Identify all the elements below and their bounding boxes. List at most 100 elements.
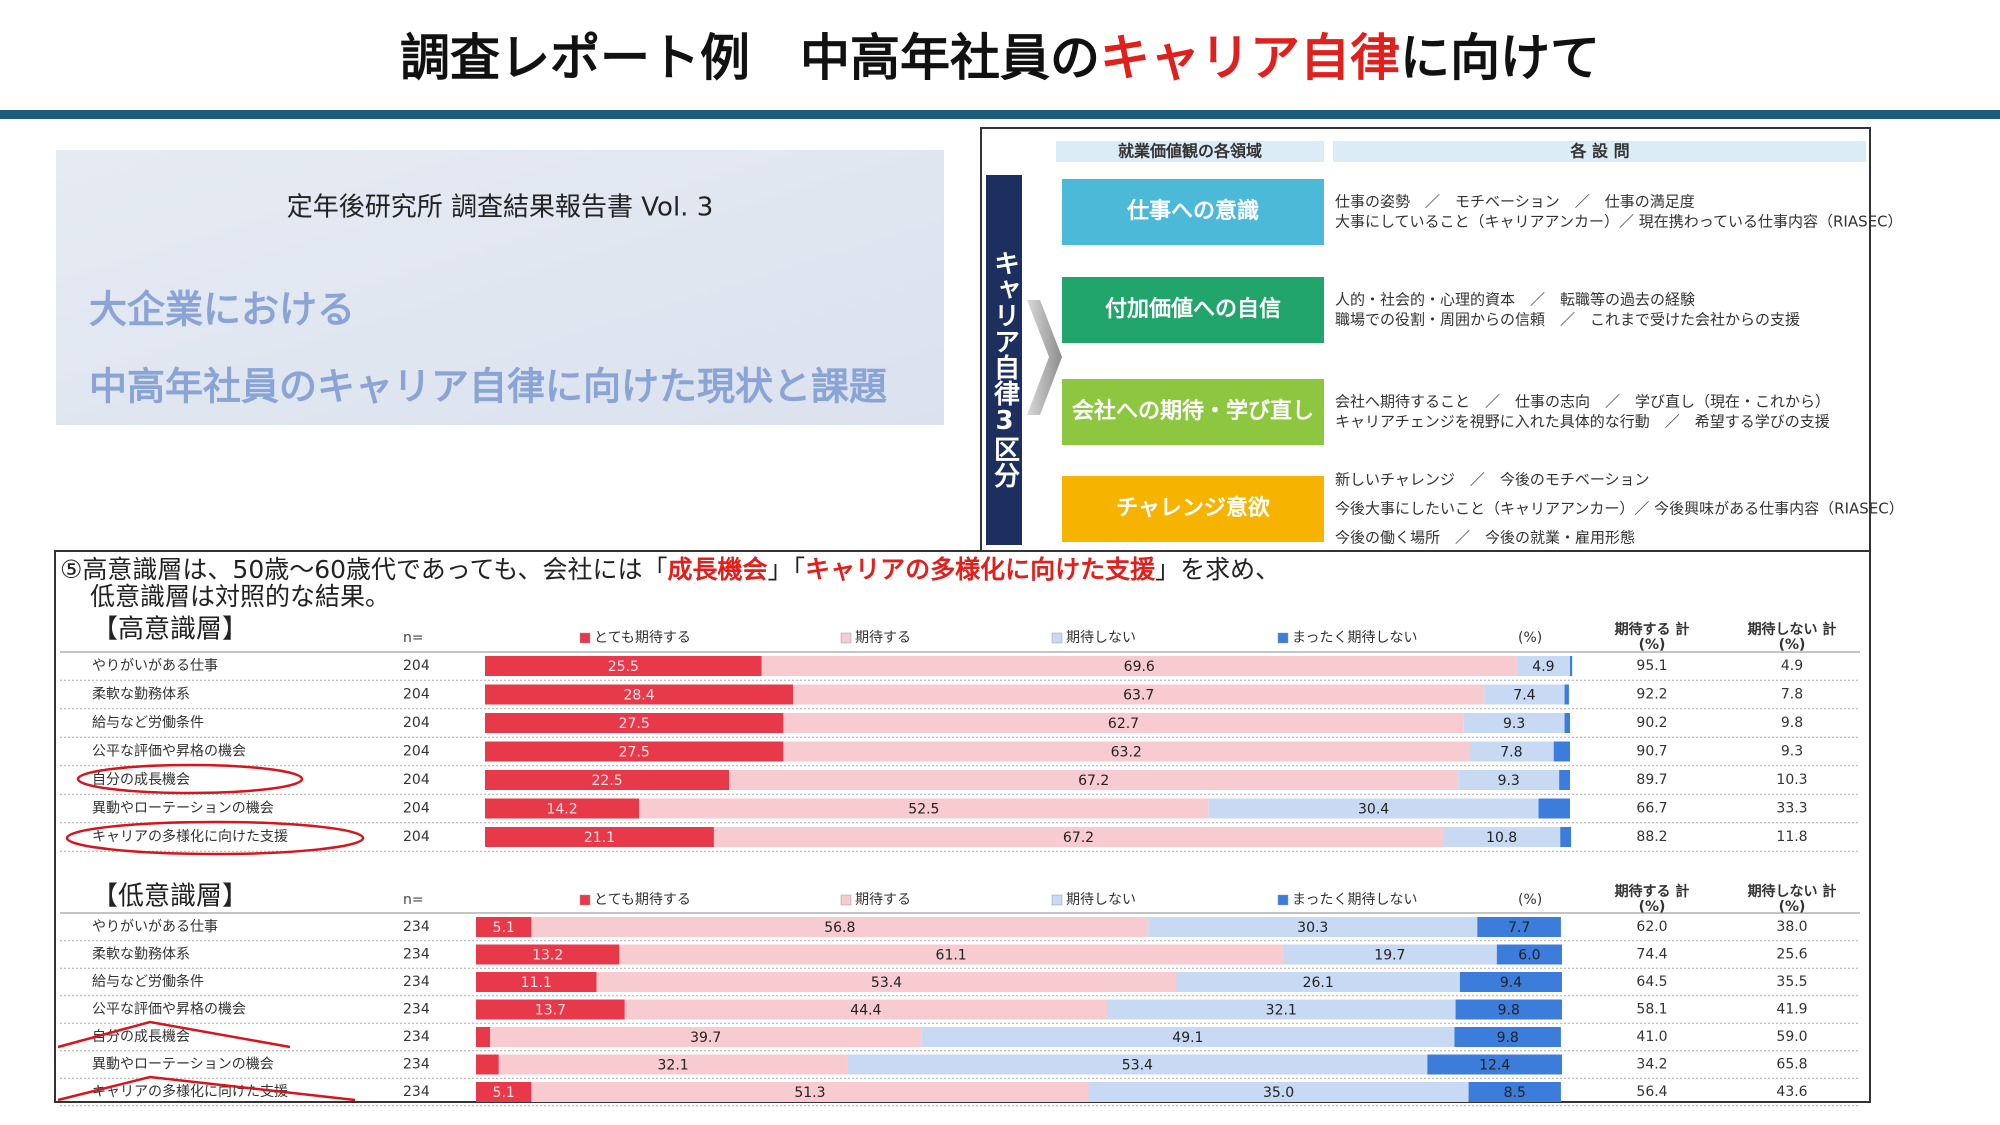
bar-segment <box>498 1054 848 1075</box>
row-total: 66.7 <box>1636 801 1667 817</box>
bar-segment <box>476 1082 532 1102</box>
value-label: 21.1 <box>584 830 615 846</box>
row-total: 35.5 <box>1776 974 1807 990</box>
total-header: 期待しない 計 <box>1748 883 1837 900</box>
value-label: 14.2 <box>546 802 577 818</box>
bar-segment <box>1553 741 1570 762</box>
value-label: 25.5 <box>608 659 639 675</box>
total-header: 期待する 計 <box>1615 883 1690 900</box>
bar-segment <box>490 1027 922 1047</box>
bar-segment <box>1454 1027 1561 1047</box>
legend-label: 期待しない <box>1066 892 1136 908</box>
row-total: 10.3 <box>1776 772 1807 788</box>
bar-segment <box>1477 917 1561 937</box>
row-total: 65.8 <box>1776 1057 1807 1073</box>
row-total: 92.2 <box>1636 687 1667 703</box>
value-label: 67.2 <box>1063 830 1094 846</box>
column-header: 就業価値観の各領域 <box>1118 142 1262 161</box>
bar-segment <box>1088 1082 1469 1102</box>
value-label: 35.0 <box>1263 1085 1294 1101</box>
bar-segment <box>485 770 730 790</box>
finding-text: 」を求め、 <box>1155 555 1280 584</box>
domain-box <box>1062 476 1324 542</box>
row-n: 234 <box>403 974 430 990</box>
row-n: 234 <box>403 1084 430 1100</box>
bar-segment <box>485 798 640 819</box>
value-label: 62.7 <box>1108 716 1139 732</box>
value-label: 51.3 <box>794 1085 825 1101</box>
value-label: 61.1 <box>936 948 967 964</box>
bar-segment <box>1427 1054 1562 1075</box>
domain-question: 大事にしていること（キャリアアンカー）／ 現在携わっている仕事内容（RIASEC… <box>1335 213 1903 231</box>
row-label: 自分の成長機会 <box>92 772 190 788</box>
bar-segment <box>761 656 1517 676</box>
value-label: 22.5 <box>591 773 622 789</box>
bar-segment <box>1570 656 1573 676</box>
bar-segment <box>783 713 1464 733</box>
column-header-bg <box>1056 141 1324 162</box>
domain-question: キャリアチェンジを視野に入れた具体的な行動 ／ 希望する学びの支援 <box>1335 413 1830 431</box>
total-header: (%) <box>1639 637 1666 653</box>
domain-question: 新しいチャレンジ ／ 今後のモチベーション <box>1335 471 1650 489</box>
bar-segment <box>476 1027 491 1047</box>
charts: 【高意識層】 n= とても期待する 期待する 期待しない まったく期待しない (%) 期待する… <box>60 615 1860 1107</box>
legend-label: 期待する <box>855 630 911 646</box>
value-label: 13.2 <box>532 948 563 964</box>
total-header: 期待する 計 <box>1615 621 1690 638</box>
value-label: 52.5 <box>908 802 939 818</box>
framework-side-bar <box>986 175 1022 545</box>
row-total: 90.2 <box>1636 715 1667 731</box>
row-total: 43.6 <box>1776 1084 1807 1100</box>
domain-box <box>1062 277 1324 343</box>
value-label: 56.8 <box>824 920 855 936</box>
domain-question: 仕事の姿勢 ／ モチベーション ／ 仕事の満足度 <box>1335 193 1695 211</box>
value-label: 13.7 <box>535 1003 566 1019</box>
bar-segment <box>1564 713 1570 733</box>
legend-label: とても期待する <box>594 630 691 646</box>
bar-segment <box>476 972 597 992</box>
row-total: 56.4 <box>1636 1084 1667 1100</box>
finding-highlight: キャリアの多様化に向けた支援 <box>805 555 1156 584</box>
legend-swatch <box>579 894 591 906</box>
bar-segment <box>1496 944 1562 965</box>
legend-label: 期待する <box>855 892 911 908</box>
row-n: 234 <box>403 1057 430 1073</box>
row-label: やりがいがある仕事 <box>92 658 218 674</box>
bar-segment <box>1148 917 1478 937</box>
total-header: 期待しない 計 <box>1748 621 1837 638</box>
framework-arrow <box>1027 300 1062 415</box>
bar-segment <box>1443 827 1561 847</box>
bar-segment <box>476 999 625 1020</box>
row-label: 給与など労働条件 <box>92 973 204 990</box>
value-label: 27.5 <box>619 745 650 761</box>
row-total: 59.0 <box>1776 1029 1807 1045</box>
report-title: 中高年社員のキャリア自律に向けた現状と課題 <box>89 365 887 409</box>
row-n: 204 <box>403 687 430 703</box>
value-label: 67.2 <box>1078 773 1109 789</box>
legend-label: 期待しない <box>1066 630 1136 646</box>
value-label: 5.1 <box>493 1085 515 1101</box>
domain-question: 会社へ期待すること ／ 仕事の志向 ／ 学び直し（現在・これから） <box>1335 393 1830 411</box>
value-label: 4.9 <box>1532 659 1554 675</box>
report-publisher: 定年後研究所 調査結果報告書 Vol. 3 <box>287 193 714 223</box>
value-label: 9.3 <box>1503 716 1525 732</box>
row-total: 62.0 <box>1636 919 1667 935</box>
bar-segment <box>485 741 784 762</box>
row-n: 204 <box>403 658 430 674</box>
legend-swatch <box>840 894 852 906</box>
legend-label: まったく期待しない <box>1292 892 1417 908</box>
row-label: やりがいがある仕事 <box>92 919 218 935</box>
bar-segment <box>1463 713 1565 733</box>
row-label: 異動やローテーションの機会 <box>92 1057 274 1073</box>
value-label: 30.3 <box>1297 920 1328 936</box>
bar-segment <box>1538 798 1570 819</box>
legend-swatch <box>840 632 852 644</box>
bar-segment <box>1560 827 1572 847</box>
bar-segment <box>793 684 1485 705</box>
value-label: 30.4 <box>1358 802 1389 818</box>
bar-segment <box>729 770 1459 790</box>
n-header: n= <box>403 630 424 646</box>
row-total: 41.0 <box>1636 1029 1667 1045</box>
